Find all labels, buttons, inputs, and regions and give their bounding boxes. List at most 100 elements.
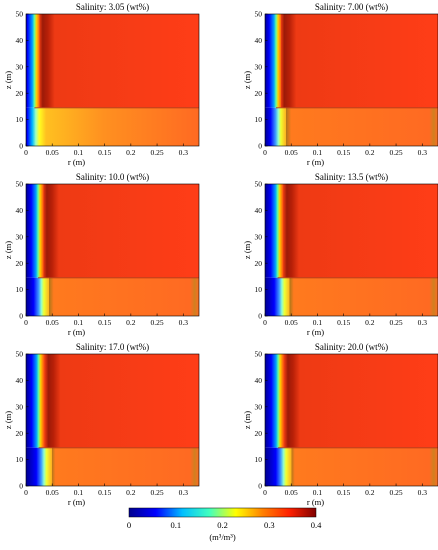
- y-tick-label: 10: [16, 115, 24, 124]
- y-tick-label: 0: [258, 142, 262, 151]
- y-tick-label: 40: [16, 376, 24, 385]
- x-tick-label: 0.3: [179, 318, 189, 327]
- x-axis-label: r (m): [307, 157, 324, 167]
- x-tick-label: 0.05: [285, 488, 298, 497]
- colorbar-tick-label: 0.4: [311, 520, 322, 530]
- panel-title: Salinity: 20.0 (wt%): [315, 342, 388, 352]
- lower-zone-field: [265, 107, 438, 146]
- plot-frame: [25, 13, 200, 147]
- x-tick-label: 0.2: [126, 488, 136, 497]
- x-tick-label: 0.3: [179, 488, 189, 497]
- x-tick-label: 0.15: [98, 148, 111, 157]
- y-tick-label: 0: [258, 482, 262, 491]
- x-axis-label: r (m): [68, 327, 85, 337]
- x-tick-label: 0.3: [418, 148, 428, 157]
- x-tick-label: 0.25: [150, 148, 163, 157]
- x-tick-label: 0.2: [126, 148, 136, 157]
- x-tick-label: 0.1: [313, 318, 323, 327]
- panel-2: Salinity: 7.00 (wt%) 0 0.05 0.1 0.15 0.2 0.25 0…: [242, 2, 438, 167]
- colorbar-tick-label: 0.3: [264, 520, 275, 530]
- x-tick-label: 0: [24, 148, 28, 157]
- y-tick-label: 20: [16, 429, 24, 438]
- y-tick-label: 30: [16, 62, 24, 71]
- x-tick-label: 0.15: [98, 488, 111, 497]
- x-axis-label: r (m): [68, 497, 85, 507]
- y-tick-label: 10: [255, 455, 263, 464]
- panel-title: Salinity: 7.00 (wt%): [315, 2, 388, 12]
- x-tick-label: 0.15: [337, 488, 350, 497]
- x-tick-label: 0.1: [74, 488, 84, 497]
- upper-zone-field: [26, 354, 199, 448]
- x-axis-label: r (m): [68, 157, 85, 167]
- y-tick-label: 50: [255, 10, 263, 19]
- plot-frame: [25, 183, 200, 317]
- x-tick-label: 0.3: [179, 148, 189, 157]
- lower-zone-field: [265, 447, 438, 486]
- y-tick-label: 20: [16, 259, 24, 268]
- y-axis-label: z (m): [3, 411, 13, 429]
- y-tick-label: 0: [19, 142, 23, 151]
- x-tick-label: 0.2: [365, 318, 375, 327]
- panel-6: Salinity: 20.0 (wt%) 0 0.05 0.1 0.15 0.2 0.25 0…: [242, 342, 438, 507]
- y-tick-label: 20: [255, 89, 263, 98]
- x-tick-label: 0.05: [285, 148, 298, 157]
- x-tick-label: 0: [24, 488, 28, 497]
- x-tick-label: 0.25: [150, 318, 163, 327]
- x-tick-label: 0.15: [337, 148, 350, 157]
- lower-zone-field: [265, 277, 438, 316]
- y-tick-label: 50: [16, 350, 24, 359]
- panel-3: Salinity: 10.0 (wt%) 0 0.05 0.1 0.15 0.2 0.25 0…: [3, 172, 200, 337]
- plot-frame: [264, 183, 438, 317]
- x-tick-label: 0.05: [46, 318, 59, 327]
- colorbar-tick-label: 0: [127, 520, 131, 530]
- x-tick-label: 0.1: [313, 488, 323, 497]
- panels-group: Salinity: 3.05 (wt%)0 0.05 0.1 0.15 0.2 0.25 0…: [3, 2, 438, 507]
- x-tick-label: 0.1: [74, 318, 84, 327]
- y-tick-label: 50: [255, 350, 263, 359]
- y-axis-label: z (m): [3, 241, 13, 259]
- colorbar-tick-label: 0.1: [170, 520, 181, 530]
- x-tick-label: 0: [263, 148, 267, 157]
- x-axis-label: r (m): [307, 327, 324, 337]
- y-tick-label: 40: [255, 36, 263, 45]
- x-tick-label: 0.25: [150, 488, 163, 497]
- y-tick-label: 30: [16, 402, 24, 411]
- x-tick-label: 0.3: [418, 488, 428, 497]
- y-tick-label: 10: [255, 115, 263, 124]
- y-tick-label: 40: [255, 206, 263, 215]
- y-tick-label: 10: [16, 455, 24, 464]
- upper-zone-field: [26, 184, 199, 278]
- x-tick-label: 0.1: [74, 148, 84, 157]
- y-tick-label: 20: [255, 429, 263, 438]
- x-tick-label: 0.05: [46, 488, 59, 497]
- upper-zone-field: [265, 354, 438, 448]
- panel-5: Salinity: 17.0 (wt%) 0 0.05 0.1 0.15 0.2 0.25 0…: [3, 342, 200, 507]
- y-tick-label: 10: [16, 285, 24, 294]
- y-tick-label: 50: [16, 10, 24, 19]
- y-tick-label: 40: [16, 36, 24, 45]
- y-tick-label: 40: [255, 376, 263, 385]
- y-tick-label: 20: [16, 89, 24, 98]
- x-tick-label: 0.3: [418, 318, 428, 327]
- upper-zone-field: [26, 14, 199, 108]
- x-tick-label: 0.15: [337, 318, 350, 327]
- x-tick-label: 0: [263, 488, 267, 497]
- x-tick-label: 0.25: [389, 488, 402, 497]
- y-tick-label: 30: [255, 232, 263, 241]
- x-tick-label: 0: [263, 318, 267, 327]
- colorbar: 0 0.1 0.2 0.3 0.4 (m³/m³): [127, 507, 322, 542]
- plot-frame: [264, 13, 438, 147]
- x-tick-label: 0.25: [389, 318, 402, 327]
- y-axis-label: z (m): [242, 71, 252, 89]
- plot-frame: [264, 353, 438, 487]
- x-tick-label: 0.05: [285, 318, 298, 327]
- x-tick-label: 0.2: [365, 148, 375, 157]
- y-tick-label: 50: [16, 180, 24, 189]
- y-tick-label: 30: [16, 232, 24, 241]
- lower-zone-field: [26, 277, 199, 316]
- colorbar-gradient: [128, 507, 317, 518]
- x-tick-label: 0.05: [46, 148, 59, 157]
- plot-frame: [25, 353, 200, 487]
- panel-title: Salinity: 10.0 (wt%): [76, 172, 149, 182]
